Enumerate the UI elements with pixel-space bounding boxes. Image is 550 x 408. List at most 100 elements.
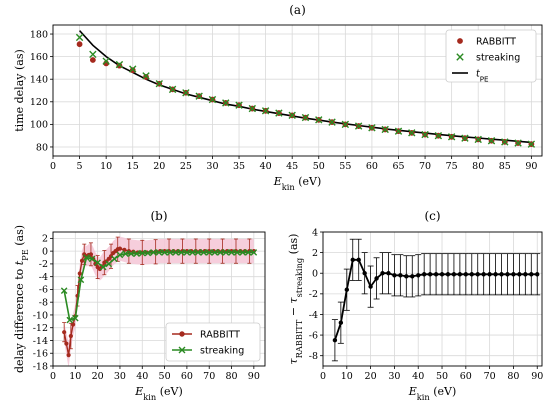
x-tick-label: 15 [127,161,139,172]
diff-point [469,272,474,277]
streaking-point [244,249,252,256]
streaking-point [142,72,150,80]
rabbitt-point [79,258,85,263]
streaking-point [205,249,213,256]
streaking-point [144,249,152,257]
diff-point [386,271,391,276]
x-tick-label: 20 [92,371,104,382]
streaking-point [288,111,296,120]
diff-point [463,272,469,277]
y-tick-label: 120 [30,97,48,108]
streaking-point [102,57,110,65]
streaking-point [434,131,443,140]
diff-point [529,272,534,277]
streaking-point [178,249,185,256]
x-tick-label: 40 [260,161,272,172]
y-tick-label: -16 [33,349,48,360]
streaking-point [222,249,230,256]
streaking-point [133,250,140,257]
streaking-point [381,125,389,134]
streaking-point [150,249,157,256]
streaking-point [172,249,180,256]
y-tick-label: -8 [39,297,48,308]
y-tick-label: -2 [309,289,318,300]
x-tick-label: 35 [233,161,245,172]
axes-frame [322,231,543,367]
diff-point [404,274,409,279]
y-tick-label: -6 [309,330,318,341]
streaking-point [421,130,429,139]
rabbitt-point [66,353,71,358]
panel-label: (a) [289,3,306,17]
streaking-point [248,104,257,113]
diff-point [535,272,540,277]
y-tick-label: -8 [309,351,318,362]
streaking-point [116,251,124,259]
diff-point [368,284,373,289]
x-tick-label: 0 [320,371,326,382]
y-tick-label: 100 [30,120,48,131]
rabbitt-point [70,322,76,327]
diff-point [457,272,463,277]
streaking-point [138,249,146,257]
streaking-point [122,250,129,257]
legend-marker-rabbitt [179,331,185,337]
streaking-point [189,249,196,256]
streaking-point [250,249,258,256]
x-tick-label: 85 [499,161,511,172]
x-tick-label: 0 [50,371,56,382]
y-tick-label: 4 [312,227,318,238]
rabbitt-point [106,256,111,261]
x-tick-label: 70 [484,371,496,382]
y-tick-label: 80 [36,142,48,153]
y-tick-label: -2 [39,259,48,270]
streaking-point [60,287,68,294]
legend: RABBITT streaking tPE [445,29,537,83]
streaking-point [72,314,79,322]
streaking-point [166,249,174,256]
rabbitt-point [77,271,82,276]
rabbitt-point [116,62,123,69]
x-tick-label: 90 [525,161,537,172]
y-tick-label: 180 [30,29,48,40]
streaking-point [77,276,85,284]
x-tick-label: 55 [339,161,351,172]
streaking-point [182,89,190,97]
streaking-point [222,99,230,107]
diff-point [356,257,361,263]
x-tick-label: 70 [203,371,215,382]
streaking-point [211,249,219,256]
legend-label: streaking [476,53,520,64]
rabbitt-point [64,341,69,346]
streaking-point [235,101,243,109]
y-tick-label: 0 [312,269,318,280]
x-tick-label: 60 [460,371,472,382]
streaking-point [161,249,168,256]
legend-label: RABBITT [476,37,516,48]
x-tick-label: 5 [77,161,83,172]
x-axis-label: Ekin (eV) [134,385,183,402]
x-tick-label: 10 [69,371,81,382]
streaking-point [99,263,107,271]
diff-point [505,272,510,277]
streaking-point [487,137,496,145]
plot-area-a [75,30,536,148]
y-axis-label: delay difference to tPE (as) [13,225,30,373]
streaking-point [200,249,207,256]
diff-point [493,272,498,277]
x-axis-label: Ekin (eV) [273,175,322,192]
rabbitt-point [76,41,83,48]
rabbitt-point [129,67,136,74]
rabbitt-point [122,247,127,252]
streaking-point [261,107,270,115]
streaking-point [94,259,101,266]
y-tick-label: 2 [42,234,48,245]
diff-point [523,272,528,277]
streaking-point [194,249,202,256]
rabbitt-point [68,333,73,339]
diff-point [344,287,350,292]
streaking-point [474,135,482,144]
streaking-point [501,138,509,146]
streaking-point [66,316,74,324]
streaking-point [105,260,113,268]
